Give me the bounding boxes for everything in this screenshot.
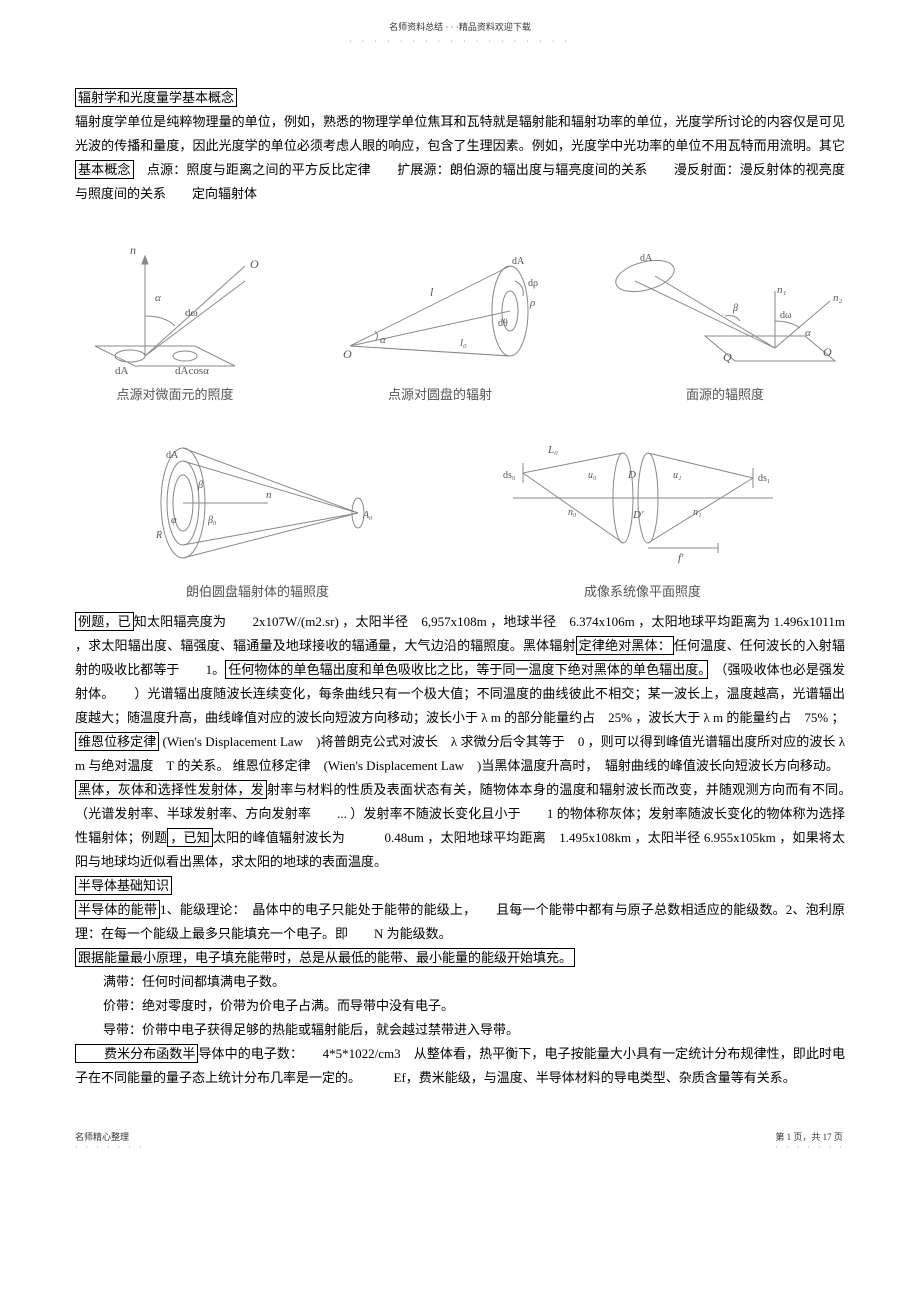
- section2: 半导体基础知识 半导体的能带1、能级理论： 晶体中的电子只能处于能带的能级上， …: [75, 874, 845, 1090]
- fig4-caption: 朗伯圆盘辐射体的辐照度: [186, 581, 329, 600]
- footer-left-dots: · · · · · · ·: [75, 1143, 145, 1152]
- para3-text: (Wien's Displacement Law )将普朗克公式对波长 λ 求微…: [75, 734, 845, 773]
- para2-box1: 例题，已: [75, 612, 134, 631]
- para4: 黑体，灰体和选择性发射体，发射率与材料的性质及表面状态有关，随物体本身的温度和辐…: [75, 778, 845, 874]
- para4-box: 黑体，灰体和选择性发射体，发: [75, 780, 267, 799]
- label-dw3: dω: [780, 310, 792, 321]
- page-footer: 名师精心整理 · · · · · · · 第 1 页，共 17 页 · · · …: [0, 1130, 920, 1172]
- label-R: R: [155, 530, 162, 541]
- para2-box2: 定律绝对黑体：: [576, 636, 674, 655]
- label-n4: n: [266, 489, 272, 501]
- item2: 价带：绝对零度时，价带为价电子占满。而导带中没有电子。: [75, 994, 845, 1018]
- label-dA2: dA: [512, 256, 525, 267]
- label-l: l: [430, 285, 434, 299]
- label-Dp: D': [632, 509, 644, 521]
- item1: 满带：任何时间都填满电子数。: [75, 970, 845, 994]
- label-beta: β: [732, 303, 738, 314]
- para2: 例题，已知太阳辐亮度为 2x107W/(m2.sr) ，太阳半径 6,957x1…: [75, 610, 845, 730]
- label-A0: A₀: [362, 510, 373, 521]
- section2-title: 半导体基础知识: [75, 876, 172, 895]
- footer-left: 名师精心整理: [75, 1130, 145, 1143]
- label-O3: O: [823, 345, 832, 359]
- label-drho: dρ: [528, 278, 538, 289]
- label-dA4: dA: [166, 450, 179, 461]
- para5-text: 1、能级理论： 晶体中的电子只能处于能带的能级上， 且每一个能带中都有与原子总数…: [75, 902, 845, 941]
- fig1-svg: n O α dω dA dAcosα: [75, 226, 275, 376]
- para1-b: 点源：照度与距离之间的平方反比定律 扩展源：朗伯源的辐出度与辐亮度间的关系 漫反…: [75, 162, 845, 201]
- page-header: 名师资料总结 · · ·精品资料欢迎下载: [75, 20, 845, 33]
- label-Q: Q: [723, 350, 732, 364]
- label-rho: ρ: [529, 297, 535, 309]
- footer-right-dots: · · · · · · ·: [775, 1143, 845, 1152]
- fig3-svg: n₁ n₂ α dω β O Q dA: [605, 236, 845, 376]
- label-beta4: β: [197, 480, 203, 491]
- label-u0: u₀: [588, 470, 597, 481]
- label-alpha2: α: [380, 334, 386, 346]
- label-phi: φ: [171, 515, 177, 526]
- fig4-svg: dA n β β₀ A₀ R φ: [128, 423, 388, 573]
- para2-box3: 任何物体的单色辐出度和单色吸收比之比，等于同一温度下绝对黑体的单色辐出度。: [225, 660, 708, 679]
- para1-a: 辐射度学单位是纯粹物理量的单位，例如，熟悉的物理学单位焦耳和瓦特就是辐射能和辐射…: [75, 114, 845, 153]
- para7-box: 费米分布函数半: [75, 1044, 198, 1063]
- label-dA: dA: [115, 365, 129, 376]
- label-n1l: n₁: [693, 507, 701, 518]
- header-dots: · · · · · · · · · · · · · · · · · ·: [75, 37, 845, 46]
- label-dA3: dA: [640, 253, 653, 264]
- section-title-1: 辐射学和光度量学基本概念: [75, 88, 237, 107]
- label-u1: u₁: [673, 470, 681, 481]
- label-alpha3: α: [805, 327, 811, 339]
- fig3-caption: 面源的辐照度: [686, 384, 764, 403]
- label-ds1: ds₁: [758, 473, 770, 484]
- label-D: D: [627, 469, 636, 481]
- label-dtheta: dθ: [498, 318, 508, 329]
- label-alpha: α: [155, 292, 161, 304]
- para3: 维恩位移定律 (Wien's Displacement Law )将普朗克公式对…: [75, 730, 845, 778]
- label-dw: dω: [185, 307, 198, 319]
- main-content: 辐射学和光度量学基本概念 辐射度学单位是纯粹物理量的单位，例如，熟悉的物理学单位…: [75, 86, 845, 206]
- figures-row-1: n O α dω dA dAcosα 点源对微面元的照度: [75, 226, 845, 403]
- fig1-caption: 点源对微面元的照度: [116, 384, 233, 403]
- label-l0: l₀: [460, 337, 467, 349]
- label-L0: L₀: [547, 444, 558, 456]
- footer-right: 第 1 页，共 17 页: [775, 1130, 845, 1143]
- para3-box: 维恩位移定律: [75, 732, 159, 751]
- para1-box: 基本概念: [75, 160, 134, 179]
- item3: 导带：价带中电子获得足够的热能或辐射能后，就会越过禁带进入导带。: [75, 1018, 845, 1042]
- label-ds0: ds₀: [503, 470, 516, 481]
- fig5-svg: L₀ ds₀ ds₁ u₀ u₁ D D' n₀ n₁ f': [493, 423, 793, 573]
- figures-row-2: dA n β β₀ A₀ R φ 朗伯圆盘辐射体的辐照度: [75, 423, 845, 600]
- figure-2: l O α l₀ dA dρ ρ dθ 点源对圆盘的辐射: [330, 246, 550, 403]
- label-dAcos: dAcosα: [175, 365, 209, 376]
- label-O2: O: [343, 347, 352, 361]
- para5-box: 半导体的能带: [75, 900, 160, 919]
- fig2-caption: 点源对圆盘的辐射: [388, 384, 492, 403]
- label-O: O: [250, 257, 259, 271]
- label-n2: n₂: [833, 292, 843, 304]
- para6-box: 跟据能量最小原理，电子填充能带时，总是从最低的能带、最小能量的能级开始填充。: [75, 948, 575, 967]
- figure-5: L₀ ds₀ ds₁ u₀ u₁ D D' n₀ n₁ f' 成像系统像平面照度: [493, 423, 793, 600]
- figure-1: n O α dω dA dAcosα 点源对微面元的照度: [75, 226, 275, 403]
- figure-3: n₁ n₂ α dω β O Q dA 面源的辐照度: [605, 236, 845, 403]
- label-n: n: [130, 243, 136, 257]
- label-n0l: n₀: [568, 507, 577, 518]
- label-f: f': [678, 552, 684, 564]
- fig2-svg: l O α l₀ dA dρ ρ dθ: [330, 246, 550, 376]
- para4-box2: ，已知: [167, 828, 213, 847]
- label-beta0: β₀: [207, 515, 217, 526]
- label-n1: n₁: [777, 284, 787, 296]
- fig5-caption: 成像系统像平面照度: [584, 581, 701, 600]
- figure-4: dA n β β₀ A₀ R φ 朗伯圆盘辐射体的辐照度: [128, 423, 388, 600]
